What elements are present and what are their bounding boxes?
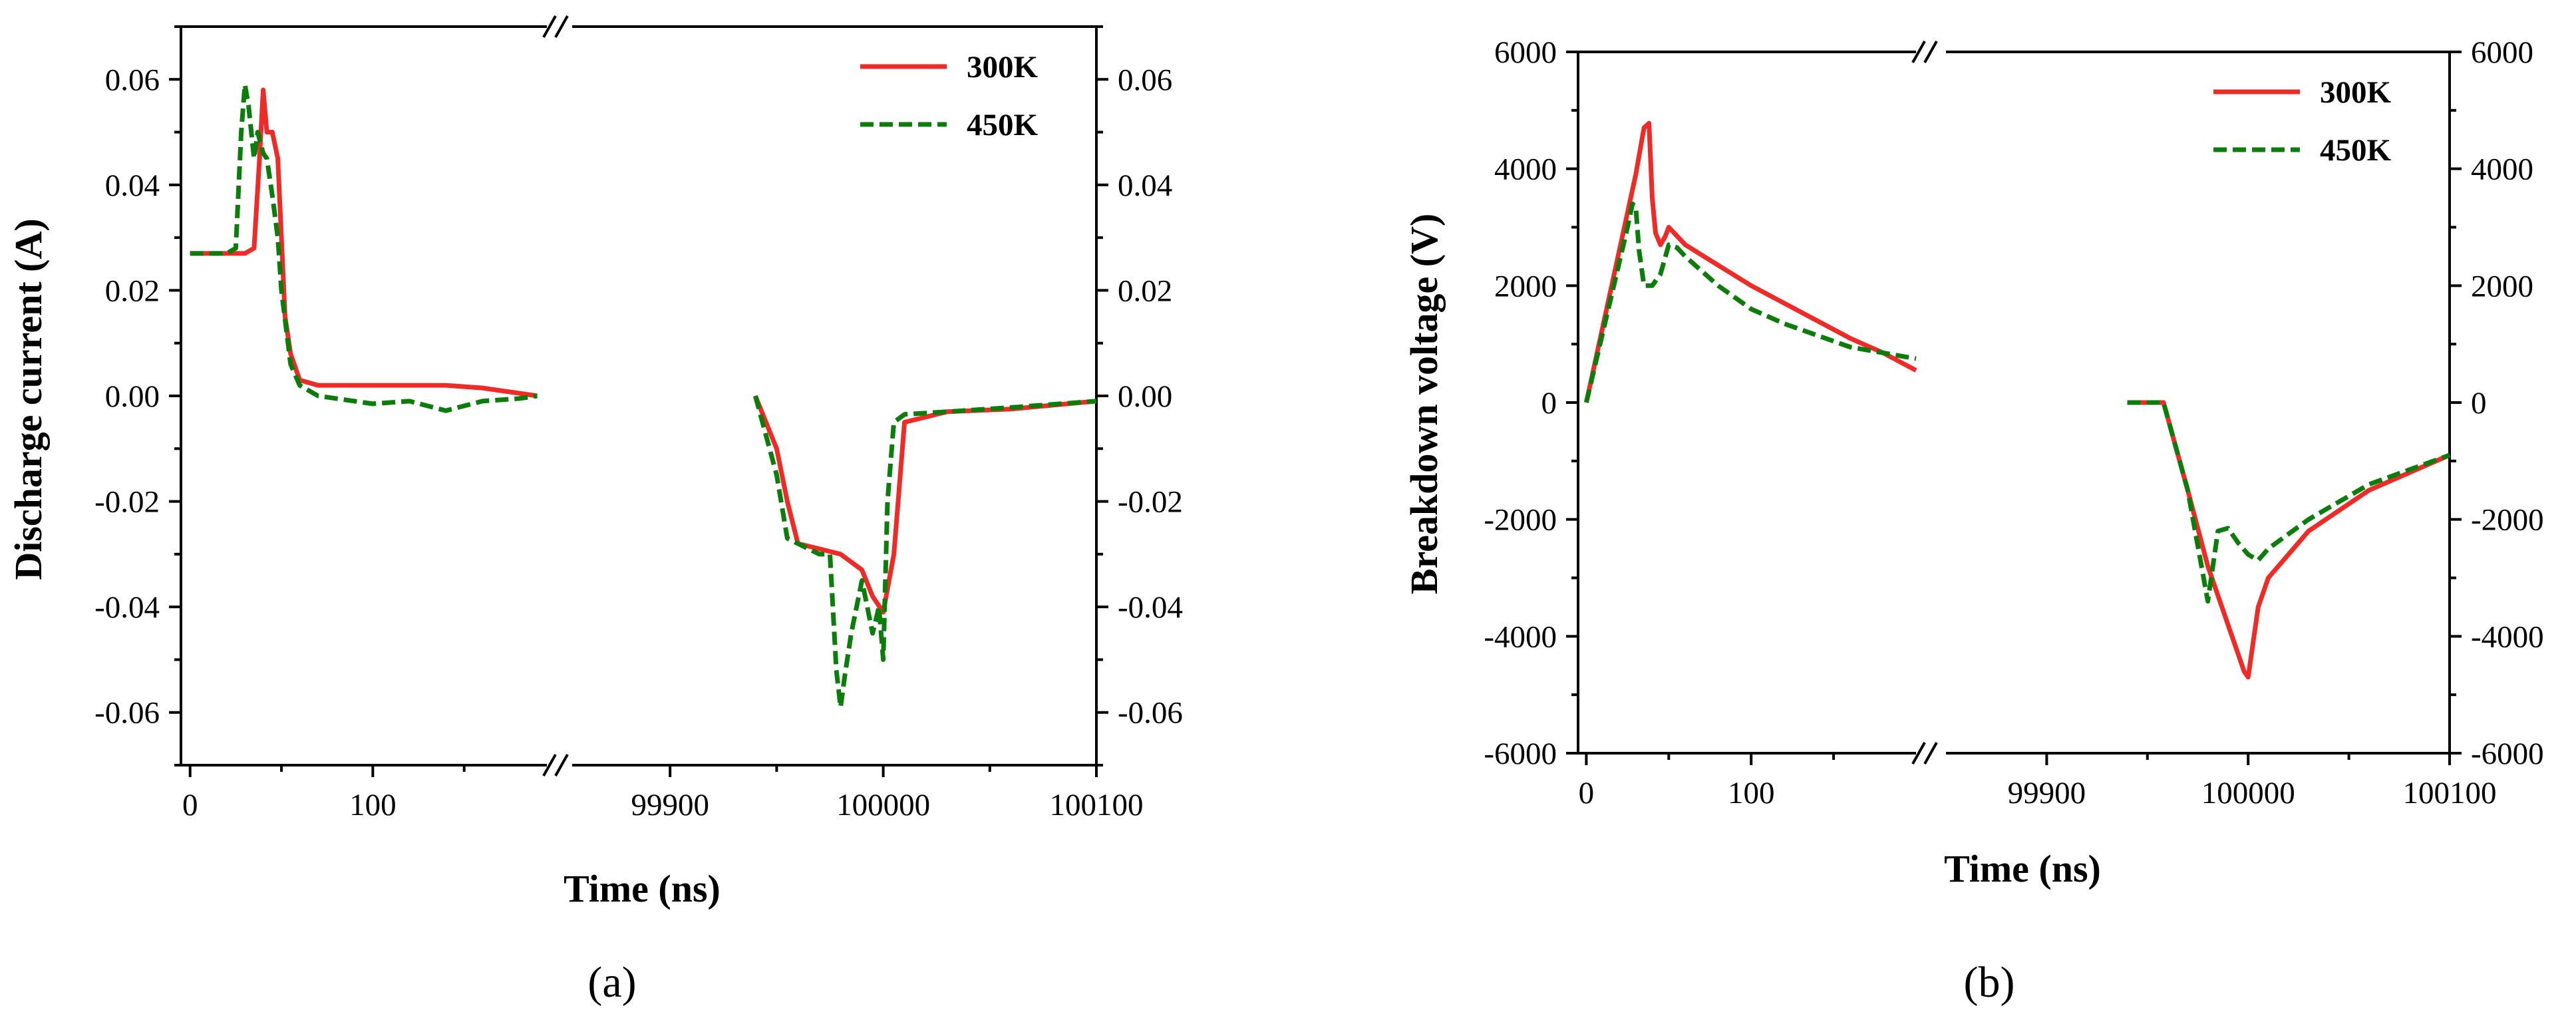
x-tick-label: 100 [1728,776,1775,810]
x-tick-label: 100100 [1050,788,1144,822]
axis-break-mark [1911,41,1926,63]
axis-break-mark [1911,742,1926,764]
y-tick-label-left: -2000 [1484,503,1557,538]
legend-label-300k: 300K [967,50,1039,85]
x-tick-label: 0 [1579,776,1595,810]
legend-label-450k: 450K [2320,133,2392,168]
y-tick-label-left: 0.00 [105,379,160,414]
panel-a-label: (a) [587,958,636,1007]
y-tick-label-left: -4000 [1484,619,1557,654]
y-tick-label-left: 0.04 [105,168,160,203]
axis-break-mark [1923,41,1938,63]
y-tick-label-right: -0.06 [1118,696,1183,731]
y-tick-label-left: -0.02 [94,485,160,520]
series-line-450k-left [1583,201,1917,403]
y-tick-label-right: -6000 [2471,737,2544,771]
y-tick-label-left: 0.06 [105,63,160,97]
panel-a-ylabel: Discharge current (A) [7,218,50,580]
y-tick-label-right: 0.06 [1118,63,1172,97]
y-tick-label-right: 0.04 [1118,168,1172,203]
y-tick-label-right: -2000 [2471,503,2544,538]
y-tick-label-left: 4000 [1494,152,1557,187]
series-line-450k-right [753,395,1097,710]
panel-b-plot: -6000 -6000 -4000 -4000 -2000 -2000 0 0 2000 2000… [1484,35,2543,810]
y-tick-label-right: -0.04 [1118,590,1183,625]
legend-label-300k: 300K [2320,75,2392,110]
y-tick-label-left: 6000 [1494,35,1557,70]
x-tick-label: 100000 [2201,776,2295,810]
y-tick-label-left: -6000 [1484,737,1557,771]
y-tick-label-right: 0.00 [1118,379,1172,414]
panel-b-xlabel: Time (ns) [1944,847,2101,890]
y-tick-label-right: 0.02 [1118,273,1172,308]
axis-break-mark [542,754,557,776]
legend-label-450k: 450K [967,108,1039,142]
series-line-300k-right [753,395,1097,615]
panel-b-ylabel: Breakdown voltage (V) [1402,214,1446,594]
panel-a-plot: -0.06 -0.06 -0.04 -0.04 -0.02 -0.02 0.00 0.00 0.… [94,15,1183,822]
x-tick-label: 100000 [836,788,930,822]
axis-break-mark [542,15,557,38]
x-tick-label: 99900 [631,788,709,822]
y-tick-label-left: 0.02 [105,273,160,308]
axis-break-mark [1923,742,1938,764]
series-line-450k-left [190,82,538,413]
y-tick-label-right: 4000 [2471,152,2533,187]
axis-break-mark [554,15,569,38]
y-tick-label-right: 0 [2471,386,2487,421]
x-tick-label: 0 [182,788,198,822]
panel-b: -6000 -6000 -4000 -4000 -2000 -2000 0 0 2000 2000… [1402,35,2544,1007]
panel-b-label: (b) [1964,958,2015,1007]
x-tick-label: 100 [349,788,397,822]
series-line-300k-left [190,87,538,399]
y-tick-label-left: -0.04 [94,590,160,625]
panel-a-xlabel: Time (ns) [564,867,721,910]
y-tick-label-left: 0 [1541,386,1557,421]
series-line-450k-right [2127,400,2451,604]
y-tick-label-right: -4000 [2471,619,2544,654]
y-tick-label-right: 2000 [2471,269,2533,303]
axis-break-mark [554,754,569,776]
y-tick-label-right: 6000 [2471,35,2533,70]
x-tick-label: 99900 [2008,776,2086,810]
y-tick-label-left: 2000 [1494,269,1557,303]
panel-a: -0.06 -0.06 -0.04 -0.04 -0.02 -0.02 0.00 0.00 0.… [7,15,1183,1007]
y-tick-label-right: -0.02 [1118,485,1183,520]
y-tick-label-left: -0.06 [94,696,160,731]
series-line-300k-left [1583,120,1917,403]
x-tick-label: 100100 [2403,776,2497,810]
